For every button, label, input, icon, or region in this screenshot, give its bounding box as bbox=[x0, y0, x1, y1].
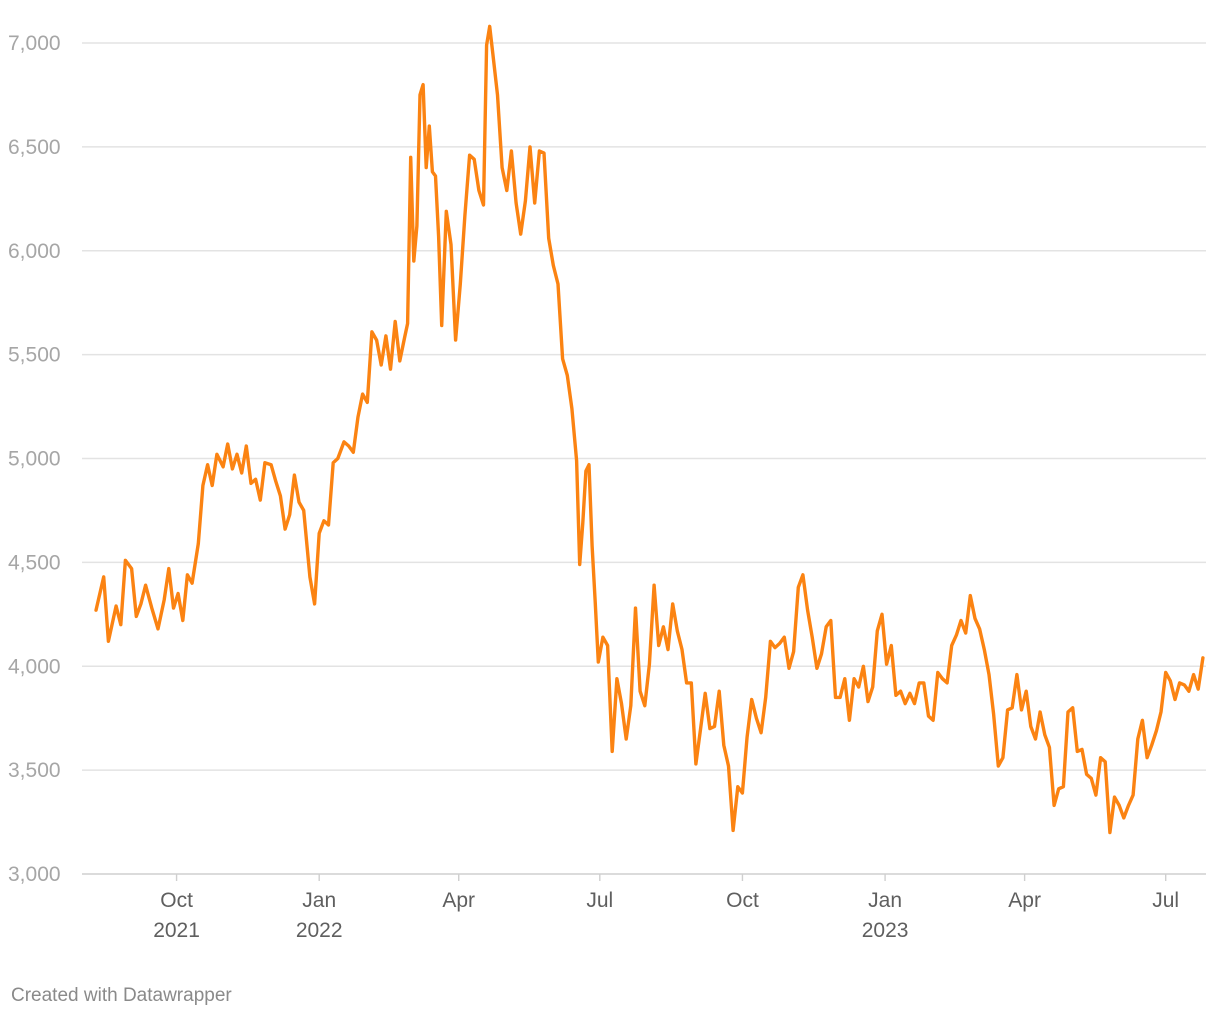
series-line bbox=[94, 24, 1205, 835]
y-tick-label: 5,000 bbox=[8, 448, 61, 471]
y-tick-label: 3,000 bbox=[8, 863, 61, 886]
x-tick-year-label: 2022 bbox=[296, 919, 343, 942]
x-tick-label: Jan bbox=[868, 889, 902, 912]
x-tick-label: Oct bbox=[160, 889, 193, 912]
y-tick-label: 6,500 bbox=[8, 136, 61, 159]
y-axis: 3,000 3,500 4,000 4,500 5,000 5,500 6,000 6,500… bbox=[8, 32, 61, 886]
y-tick-label: 5,500 bbox=[8, 344, 61, 367]
x-tick-label: Oct bbox=[726, 889, 759, 912]
y-tick-label: 4,500 bbox=[8, 551, 61, 574]
x-tick-year-label: 2023 bbox=[862, 919, 909, 942]
line-chart: 3,000 3,500 4,000 4,500 5,000 5,500 6,000 6,500… bbox=[8, 24, 1206, 942]
y-tick-label: 6,000 bbox=[8, 240, 61, 263]
x-tick-label: Jul bbox=[586, 889, 613, 912]
x-tick-label: Jul bbox=[1152, 889, 1179, 912]
x-tick-label: Jan bbox=[302, 889, 336, 912]
gridlines bbox=[82, 42, 1206, 875]
y-tick-label: 4,000 bbox=[8, 655, 61, 678]
y-tick-label: 7,000 bbox=[8, 32, 61, 55]
x-axis: Oct 2021 Jan 2022 Apr Jul Oct Jan 2023 Apr Jul bbox=[153, 874, 1179, 942]
y-tick-label: 3,500 bbox=[8, 759, 61, 782]
datawrapper-credit[interactable]: Created with Datawrapper bbox=[11, 985, 232, 1006]
series bbox=[94, 24, 1205, 835]
x-tick-label: Apr bbox=[442, 889, 475, 912]
x-tick-year-label: 2021 bbox=[153, 919, 200, 942]
x-tick-label: Apr bbox=[1008, 889, 1041, 912]
